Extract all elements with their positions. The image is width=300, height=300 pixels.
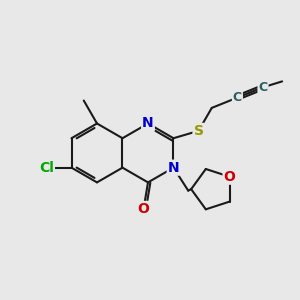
Text: Cl: Cl [39, 161, 54, 175]
Text: N: N [168, 161, 179, 175]
Text: O: O [138, 202, 149, 216]
Text: C: C [233, 91, 242, 104]
Text: N: N [142, 116, 154, 130]
Text: S: S [194, 124, 203, 138]
Text: C: C [258, 81, 268, 94]
Text: O: O [224, 170, 236, 184]
